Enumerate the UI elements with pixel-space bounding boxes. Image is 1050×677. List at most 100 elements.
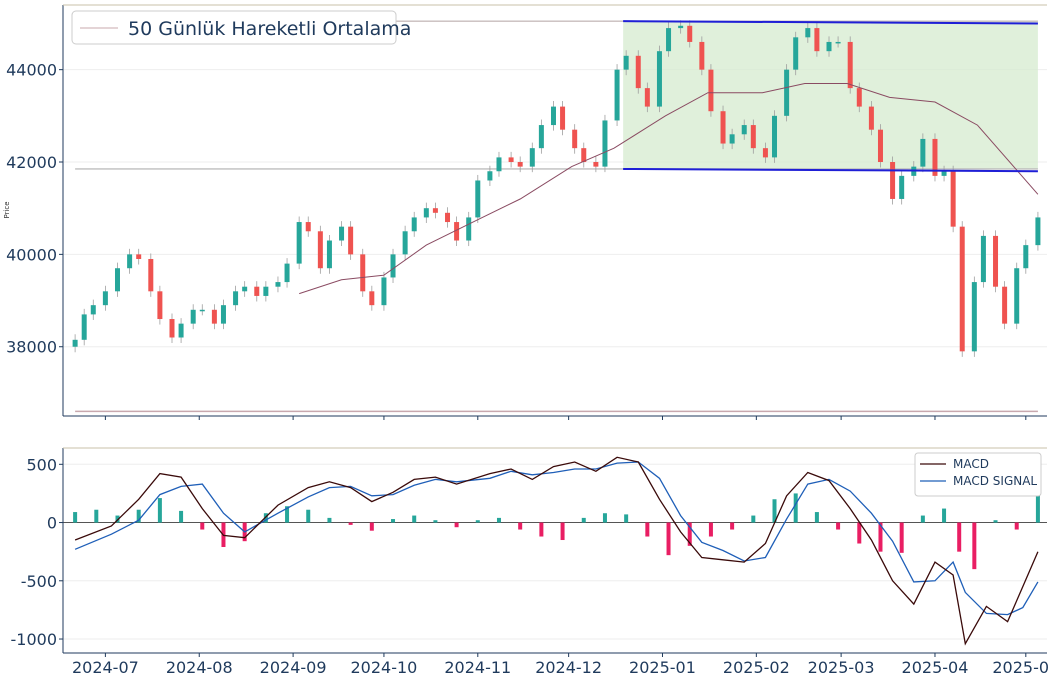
macd-y-tick-label: 500 [26,455,57,474]
histogram-bar [200,522,205,530]
candle-body [242,286,248,292]
candle-body [136,254,142,259]
candle-body [381,277,387,306]
macd-x-tick-label: 2024-11 [444,658,511,677]
candle-body [708,69,714,112]
candle-body [635,55,641,89]
candle-body [169,319,175,338]
candle-body [1035,217,1041,246]
histogram-bar [1035,493,1040,523]
candle-body [920,138,926,167]
candle-body [423,208,429,218]
candle-body [1002,286,1008,324]
candle-body [847,41,853,89]
candle-body [941,171,947,176]
macd-x-tick-label: 2025-03 [808,658,875,677]
candle-body [508,157,514,163]
candle-body [678,25,684,29]
histogram-bar [73,512,78,523]
macd-x-tick-label: 2025-01 [629,658,696,677]
candle-body [529,148,535,167]
macd-plot-frame [63,448,1047,653]
candle-body [932,138,938,176]
histogram-bar [624,514,629,523]
candle-body [411,217,417,232]
candle-body [750,125,756,149]
histogram-bar [793,493,798,523]
candle-body [487,171,493,181]
candle-body [581,148,587,163]
candle-body [72,339,78,347]
histogram-bar [899,522,904,553]
price-legend: 50 Günlük Hareketli Ortalama [71,10,411,45]
candle-body [980,235,986,283]
candle-body [699,41,705,70]
histogram-bar [836,522,841,530]
histogram-bar [687,522,692,546]
candle-body [114,268,120,292]
candle-body [199,309,205,312]
histogram-bar [972,522,977,570]
histogram-bar [814,512,819,523]
histogram-bar [878,522,883,552]
candle-body [538,125,544,149]
histogram-bar [942,508,947,523]
candle-body [102,291,108,306]
candle-body [890,162,896,199]
candle-body [593,162,599,167]
price-y-tick-label: 38000 [6,338,57,357]
histogram-bar [369,522,374,531]
candle-body [178,323,184,338]
histogram-bar [730,522,735,530]
candle-body [656,51,662,107]
macd-legend-box [914,452,1042,497]
candle-body [741,125,747,135]
candle-body [687,25,693,42]
histogram-bar [412,515,417,523]
histogram-bar [179,510,184,523]
macd-x-tick-label: 2024-12 [535,658,602,677]
candle-body [772,115,778,158]
candle-body [762,148,768,158]
price-y-tick-label: 40000 [6,245,57,264]
candle-body [784,69,790,116]
candle-body [220,305,226,324]
histogram-bar [560,522,565,541]
candle-body [454,222,460,241]
histogram-bar [94,509,99,523]
candle-body [445,212,451,223]
candle-body [899,175,905,199]
histogram-bar [306,509,311,523]
macd-x-tick-label: 2024-09 [260,658,327,677]
candle-body [157,291,163,320]
candle-body [517,162,523,167]
candle-body [614,69,620,121]
candle-body [348,226,354,255]
candle-body [402,231,408,255]
price-x-ticks [104,416,1027,420]
candle-body [233,291,239,306]
macd-x-tick-label: 2024-07 [72,658,139,677]
histogram-bar [602,513,607,523]
candle-body [623,55,629,70]
candle-body [148,258,154,292]
candle-body [263,286,269,296]
histogram-bar [496,517,501,523]
candle-body [360,254,366,292]
candle-body [666,28,672,52]
histogram-bar [136,509,141,523]
macd-x-ticks: 2024-07 2024-08 2024-09 2024-10 2024-11 2024-… [72,653,1050,677]
candle-body [560,106,566,130]
candle-body [602,120,608,167]
histogram-bar [666,522,671,556]
price-panel: 38000 40000 42000 44000 Price 50 Günlük Har… [3,4,1047,420]
histogram-bar [751,515,756,523]
candle-body [90,305,96,315]
candle-body [466,217,472,241]
candle-body [720,111,726,144]
candle-body [432,208,438,213]
candle-body [805,28,811,38]
candle-body [190,309,196,324]
